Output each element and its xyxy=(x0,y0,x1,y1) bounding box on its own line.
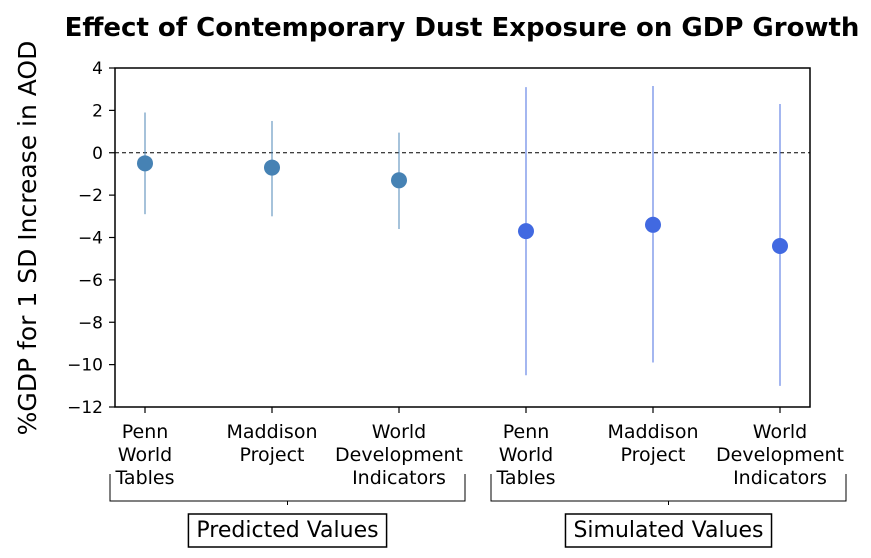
y-tick-label: −6 xyxy=(78,271,103,291)
x-tick-label-line: Penn xyxy=(503,421,550,443)
x-tick-label-line: World xyxy=(118,444,172,466)
x-tick-label-line: Indicators xyxy=(733,467,827,489)
x-tick-label-line: Project xyxy=(620,444,685,466)
data-point xyxy=(518,223,534,240)
x-tick-label-line: World xyxy=(499,444,553,466)
x-tick-label-line: Development xyxy=(335,444,463,466)
x-tick-label-line: Development xyxy=(716,444,844,466)
x-tick-label-line: Tables xyxy=(114,467,174,489)
chart-title: Effect of Contemporary Dust Exposure on … xyxy=(65,13,860,43)
group-label-box xyxy=(187,513,388,548)
y-tick-label: −10 xyxy=(67,356,103,376)
data-point xyxy=(645,216,661,233)
data-point xyxy=(772,237,788,254)
plot-frame xyxy=(114,67,811,408)
y-tick-label: −4 xyxy=(78,229,103,249)
x-tick-label: World Development Indicators xyxy=(335,421,463,489)
data-point xyxy=(264,159,280,176)
x-tick-label-line: Indicators xyxy=(352,467,446,489)
y-tick-label: −2 xyxy=(78,186,103,206)
y-tick-label: 4 xyxy=(92,59,103,79)
x-tick-label: World Development Indicators xyxy=(716,421,844,489)
x-tick-label: Penn World Tables xyxy=(495,421,555,489)
y-tick-label: 0 xyxy=(92,144,103,164)
x-tick-label-line: Tables xyxy=(495,467,555,489)
y-tick-label: 2 xyxy=(92,101,103,121)
x-tick-label-line: World xyxy=(372,421,426,443)
x-tick-label-line: World xyxy=(753,421,807,443)
y-tick-label: −8 xyxy=(78,313,103,333)
group-label-box xyxy=(564,513,773,548)
group-label: Simulated Values xyxy=(573,518,763,543)
data-point xyxy=(391,172,407,189)
x-tick-label-line: Penn xyxy=(122,421,169,443)
y-tick-label: −12 xyxy=(67,398,103,418)
data-point xyxy=(137,155,153,172)
x-tick-label-line: Maddison xyxy=(226,421,317,443)
x-tick-label: Penn World Tables xyxy=(114,421,174,489)
x-tick-label: Maddison Project xyxy=(226,421,317,466)
group-label: Predicted Values xyxy=(196,518,378,543)
x-tick-label-line: Maddison xyxy=(607,421,698,443)
y-axis-label: %GDP for 1 SD Increase in AOD xyxy=(13,41,42,436)
x-tick-label-line: Project xyxy=(239,444,304,466)
x-tick-label: Maddison Project xyxy=(607,421,698,466)
